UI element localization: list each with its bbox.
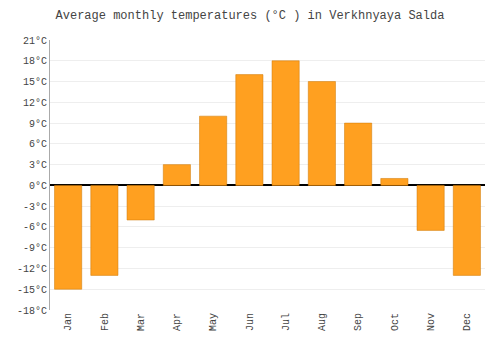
svg-text:Jul: Jul <box>281 313 292 331</box>
svg-text:Dec: Dec <box>462 313 473 331</box>
svg-text:6°C: 6°C <box>29 139 47 150</box>
svg-text:21°C: 21°C <box>23 36 47 47</box>
svg-text:18°C: 18°C <box>23 56 47 67</box>
svg-text:3°C: 3°C <box>29 160 47 171</box>
svg-text:0°C: 0°C <box>29 181 47 192</box>
svg-text:Oct: Oct <box>390 313 401 331</box>
svg-text:12°C: 12°C <box>23 98 47 109</box>
svg-text:Jun: Jun <box>245 313 256 331</box>
svg-text:Sep: Sep <box>353 313 364 331</box>
svg-text:9°C: 9°C <box>29 119 47 130</box>
svg-text:Jan: Jan <box>63 313 74 331</box>
svg-text:Apr: Apr <box>172 313 183 331</box>
svg-text:May: May <box>208 313 219 331</box>
svg-text:Feb: Feb <box>100 313 111 331</box>
svg-text:Average monthly temperatures (: Average monthly temperatures (°C ) in Ve… <box>56 9 445 23</box>
svg-text:Nov: Nov <box>426 313 437 331</box>
svg-text:15°C: 15°C <box>23 77 47 88</box>
svg-text:Mar: Mar <box>136 313 147 331</box>
svg-text:-6°C: -6°C <box>23 222 47 233</box>
svg-text:-3°C: -3°C <box>23 202 47 213</box>
svg-text:Aug: Aug <box>317 313 328 331</box>
svg-text:-18°C: -18°C <box>17 306 47 317</box>
svg-text:-9°C: -9°C <box>23 243 47 254</box>
svg-text:-12°C: -12°C <box>17 264 47 275</box>
svg-text:-15°C: -15°C <box>17 285 47 296</box>
